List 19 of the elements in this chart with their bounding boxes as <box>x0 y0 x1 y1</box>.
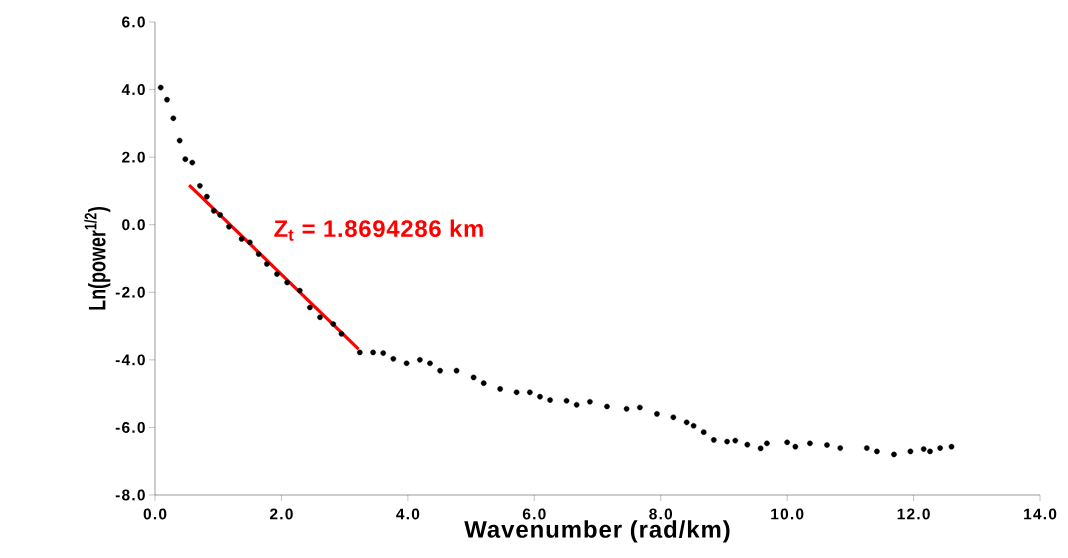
x-tick-label: 14.0 <box>1024 508 1057 520</box>
y-tick-label: -2.0 <box>115 286 145 298</box>
y-tick-label: -4.0 <box>115 354 145 366</box>
x-tick-label: 0.0 <box>143 508 167 520</box>
x-tick-label: 8.0 <box>649 508 673 520</box>
annotation: Z$_{t}$ = 1.8694286 km <box>274 219 483 241</box>
y-tick-label: -8.0 <box>115 489 145 501</box>
x-tick-label: 6.0 <box>522 508 546 520</box>
x-tick-label: 10.0 <box>771 508 804 520</box>
x-tick-label: 12.0 <box>897 508 930 520</box>
y-axis-title: Ln(power$^{1/2}$) <box>84 207 111 310</box>
y-tick-label: 4.0 <box>121 84 145 96</box>
y-tick-label: 6.0 <box>122 16 145 28</box>
x-axis-title: Wavenumber (rad/km) <box>464 520 730 543</box>
y-tick-label: -6.0 <box>115 421 145 433</box>
x-tick-label: 2.0 <box>269 508 293 520</box>
y-tick-label: 2.0 <box>122 151 145 163</box>
x-tick-label: 4.0 <box>396 508 420 520</box>
y-tick-label: 0.0 <box>122 219 145 231</box>
